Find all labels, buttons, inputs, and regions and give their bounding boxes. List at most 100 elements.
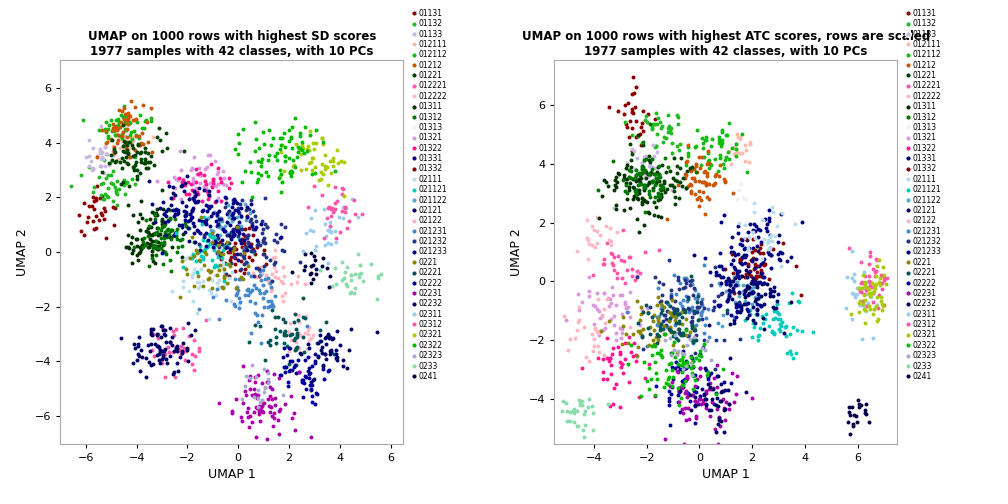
Point <box>153 347 169 355</box>
Point <box>194 265 210 273</box>
Point <box>175 283 192 291</box>
Point <box>186 366 203 374</box>
Point <box>226 214 242 222</box>
Point <box>683 369 700 377</box>
Point <box>161 338 177 346</box>
Point <box>226 253 242 261</box>
Point <box>158 355 174 363</box>
Point <box>743 272 759 280</box>
Point <box>132 149 148 157</box>
Point <box>750 246 766 255</box>
Point <box>665 174 681 182</box>
Point <box>734 235 750 243</box>
Point <box>680 182 697 190</box>
Point <box>195 220 211 228</box>
Point <box>276 272 292 280</box>
Point <box>638 155 654 163</box>
Point <box>646 391 662 399</box>
Point <box>299 353 316 361</box>
Point <box>682 164 699 172</box>
Point <box>661 122 677 130</box>
Point <box>612 350 628 358</box>
Point <box>202 192 218 200</box>
Point <box>628 186 644 195</box>
Point <box>691 164 708 172</box>
Point <box>660 380 676 388</box>
Point <box>316 374 332 383</box>
Point <box>674 358 690 366</box>
Point <box>208 217 224 225</box>
Point <box>683 305 700 313</box>
Point <box>695 134 711 142</box>
Point <box>240 239 256 247</box>
Point <box>100 150 116 158</box>
Point <box>329 146 345 154</box>
Point <box>732 308 748 316</box>
Point <box>167 191 183 199</box>
Point <box>242 412 258 420</box>
Point <box>700 375 716 383</box>
Point <box>575 397 591 405</box>
Point <box>257 383 273 391</box>
Point <box>183 360 200 368</box>
Point <box>140 138 156 146</box>
Point <box>866 287 882 295</box>
Point <box>622 117 638 125</box>
Point <box>93 147 109 155</box>
Point <box>138 373 154 381</box>
Point <box>108 157 124 165</box>
Point <box>726 316 742 324</box>
Point <box>197 171 213 179</box>
Point <box>154 249 170 258</box>
Point <box>676 306 692 314</box>
Point <box>149 211 165 219</box>
Point <box>605 344 621 352</box>
Point <box>688 168 705 176</box>
Point <box>212 238 228 246</box>
Point <box>629 131 645 139</box>
Point <box>196 247 212 255</box>
Point <box>258 150 274 158</box>
Point <box>344 195 360 203</box>
Point <box>872 281 888 289</box>
Point <box>250 169 266 177</box>
Point <box>714 126 730 134</box>
Point <box>687 419 704 427</box>
Point <box>190 284 206 292</box>
Point <box>652 320 668 328</box>
Point <box>777 332 793 340</box>
Point <box>266 261 282 269</box>
Point <box>233 212 249 220</box>
Point <box>182 331 199 339</box>
Point <box>868 272 884 280</box>
Point <box>851 298 867 306</box>
Point <box>95 178 111 186</box>
Point <box>680 143 697 151</box>
Point <box>262 256 278 264</box>
Point <box>215 250 231 258</box>
Point <box>117 118 133 126</box>
Point <box>216 274 232 282</box>
Point <box>92 149 108 157</box>
Point <box>631 228 647 236</box>
Point <box>202 268 218 276</box>
Point <box>300 324 317 332</box>
Point <box>127 146 143 154</box>
Point <box>254 128 270 136</box>
Point <box>845 422 861 430</box>
Point <box>242 242 258 250</box>
Point <box>306 246 323 254</box>
Point <box>187 257 204 265</box>
Point <box>865 297 881 305</box>
Point <box>755 216 771 224</box>
Point <box>737 221 753 229</box>
Point <box>289 143 305 151</box>
Point <box>874 306 890 314</box>
Point <box>180 224 197 232</box>
Point <box>713 262 729 270</box>
Point <box>672 279 688 287</box>
Point <box>727 143 743 151</box>
Point <box>617 206 633 214</box>
Point <box>124 249 140 258</box>
Point <box>251 272 267 280</box>
